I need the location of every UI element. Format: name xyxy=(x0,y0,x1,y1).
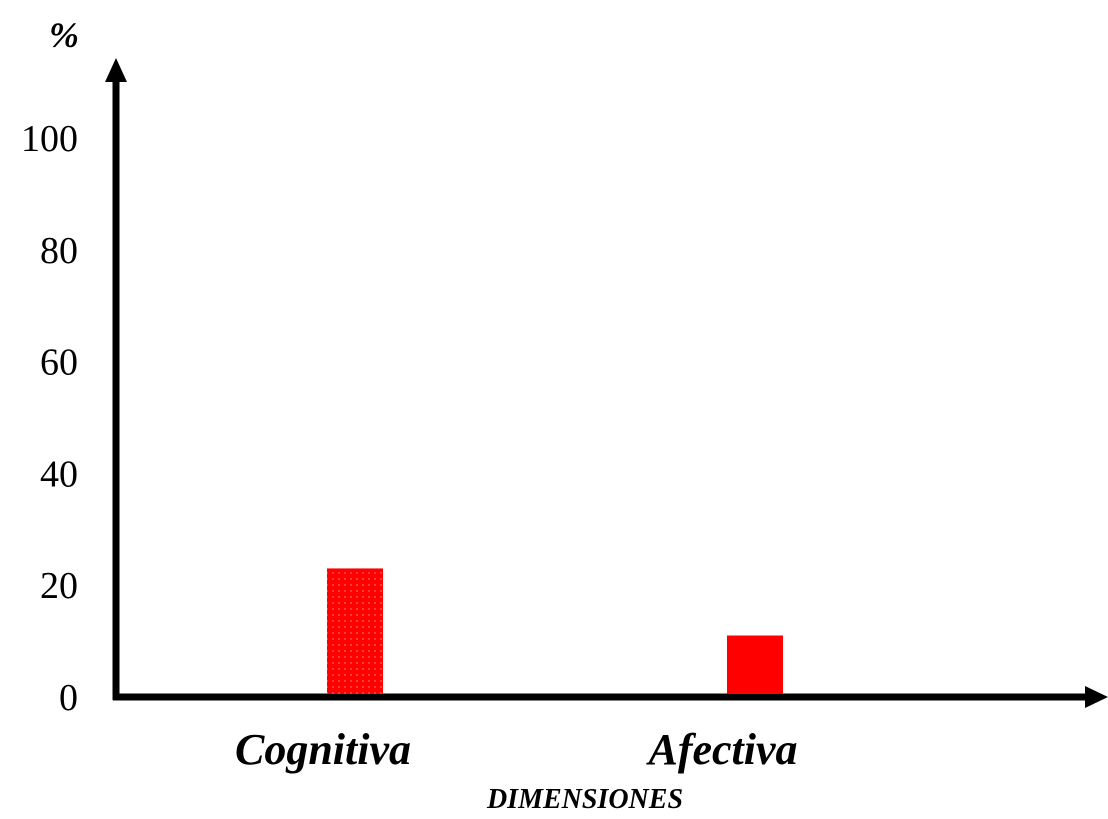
y-tick-label: 100 xyxy=(21,118,78,160)
y-tick-label: 20 xyxy=(40,565,78,607)
category-label-cognitiva: Cognitiva xyxy=(235,725,411,774)
bar-cognitiva xyxy=(327,568,383,694)
category-label-afectiva: Afectiva xyxy=(645,725,797,774)
y-tick-labels: 0 20 40 60 80 100 xyxy=(21,118,78,719)
y-tick-label: 0 xyxy=(59,677,78,719)
x-axis-title: DIMENSIONES xyxy=(486,784,683,815)
bars-group xyxy=(327,568,783,694)
bar-afectiva xyxy=(727,635,783,694)
y-tick-label: 60 xyxy=(40,342,78,384)
category-labels: Cognitiva Afectiva xyxy=(235,725,798,774)
y-tick-label: 40 xyxy=(40,453,78,495)
y-tick-label: 80 xyxy=(40,230,78,272)
x-axis-arrow xyxy=(1085,686,1108,708)
y-axis-title: % xyxy=(49,15,79,55)
y-axis-arrow xyxy=(105,58,127,82)
